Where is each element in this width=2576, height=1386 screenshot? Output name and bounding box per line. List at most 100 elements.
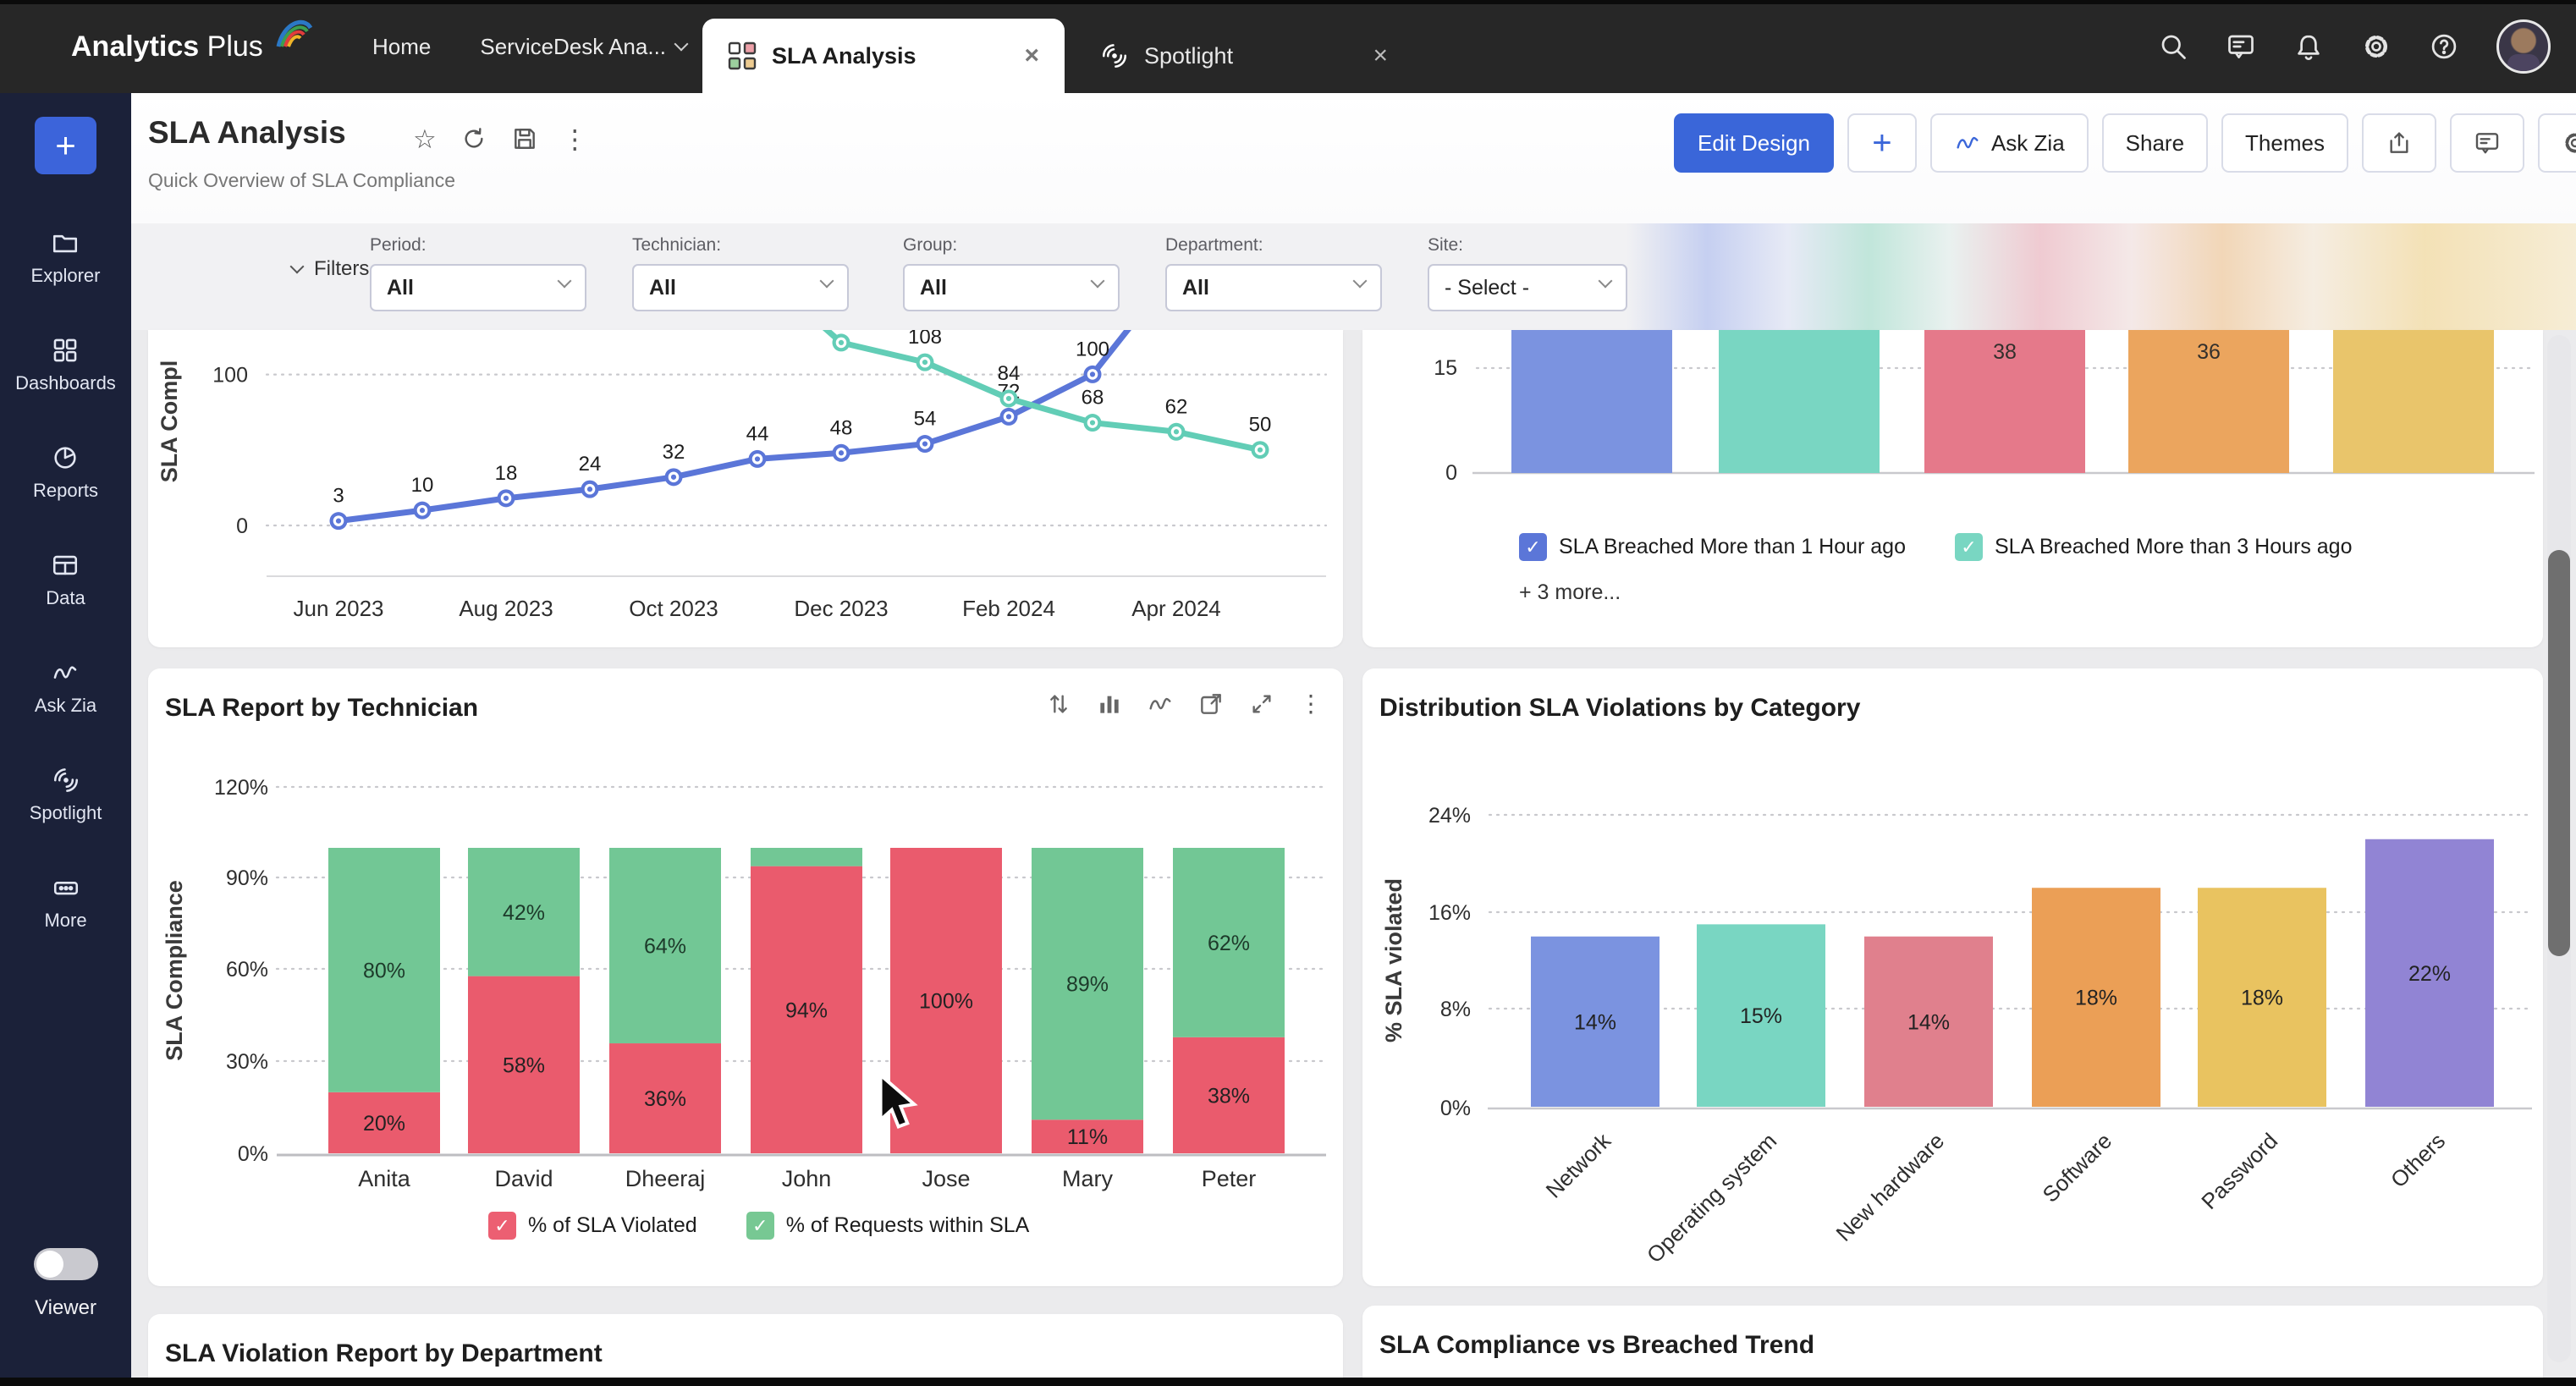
button-label: Themes: [2245, 129, 2325, 156]
filter-select[interactable]: All: [1165, 264, 1382, 311]
viewer-mode-toggle[interactable]: [34, 1248, 98, 1280]
header-actions: Edit Design + Ask Zia Share Themes: [1674, 113, 2576, 173]
close-tab-icon[interactable]: ×: [1024, 41, 1039, 69]
filters-bar: Filters Period: All Technician: All Group: Al…: [131, 223, 2576, 330]
legend-label: % of SLA Violated: [528, 1213, 697, 1237]
ask-zia-button[interactable]: Ask Zia: [1929, 113, 2089, 173]
zia-icon[interactable]: [1147, 690, 1174, 718]
filter-period: Period: All: [370, 235, 586, 311]
settings-button[interactable]: [2537, 113, 2576, 173]
app-logo[interactable]: Analytics Plus: [71, 0, 314, 93]
svg-text:18%: 18%: [2241, 987, 2283, 1010]
kebab-icon[interactable]: ⋮: [1299, 690, 1323, 717]
user-avatar[interactable]: [2496, 19, 2551, 74]
legend-checkbox-icon[interactable]: ✓: [746, 1212, 774, 1240]
save-icon[interactable]: [511, 125, 538, 152]
help-icon[interactable]: [2429, 31, 2459, 62]
nav-item-home[interactable]: Home: [372, 34, 431, 60]
nav-item-servicedesk-ana-[interactable]: ServiceDesk Ana...: [480, 34, 689, 60]
svg-text:60%: 60%: [226, 958, 268, 982]
technician-chart[interactable]: 120% 90% 60% 30% 0% SLA Compliance 20% 80% Anita…: [148, 668, 1343, 1210]
columns-icon[interactable]: [1096, 690, 1123, 718]
tab-spotlight[interactable]: Spotlight ×: [1075, 19, 1413, 93]
card-title: SLA Compliance vs Breached Trend: [1379, 1331, 1815, 1359]
svg-text:11%: 11%: [1067, 1125, 1108, 1149]
share-button[interactable]: Share: [2101, 113, 2209, 173]
svg-text:Peter: Peter: [1202, 1166, 1257, 1191]
folder-icon: [51, 228, 80, 257]
window-bottom-edge: [0, 1378, 2576, 1386]
tab-sla-analysis[interactable]: SLA Analysis ×: [702, 19, 1065, 93]
filter-select[interactable]: All: [632, 264, 849, 311]
themes-button[interactable]: Themes: [2221, 113, 2348, 173]
sla-breached-chart[interactable]: 15 0 38 36: [1362, 325, 2543, 533]
legend-item[interactable]: ✓ % of SLA Violated: [488, 1212, 697, 1240]
sort-icon[interactable]: [1045, 690, 1072, 718]
svg-text:68: 68: [1082, 387, 1104, 410]
filter-select[interactable]: All: [903, 264, 1120, 311]
svg-text:80%: 80%: [363, 959, 405, 982]
filters-toggle[interactable]: Filters: [289, 257, 369, 281]
svg-text:100%: 100%: [919, 990, 973, 1014]
comment-button[interactable]: [2449, 113, 2524, 173]
svg-text:0: 0: [1445, 461, 1457, 485]
legend-checkbox-icon[interactable]: ✓: [1955, 533, 1983, 561]
legend-item[interactable]: ✓ SLA Breached More than 3 Hours ago: [1955, 533, 2353, 561]
refresh-icon[interactable]: [460, 125, 487, 152]
legend-checkbox-icon[interactable]: ✓: [488, 1212, 516, 1240]
create-new-button[interactable]: +: [35, 117, 96, 174]
sidebar-item-ask-zia[interactable]: Ask Zia: [35, 658, 96, 717]
close-tab-icon[interactable]: ×: [1373, 41, 1388, 69]
star-icon[interactable]: ☆: [413, 124, 437, 154]
filter-value: All: [649, 275, 676, 300]
breached-legend: ✓ SLA Breached More than 1 Hour ago ✓ SLA B…: [1519, 533, 2353, 561]
nav-menu: Home ServiceDesk Ana...: [372, 0, 689, 93]
sidebar-item-label: Explorer: [30, 265, 101, 286]
legend-item[interactable]: ✓ SLA Breached More than 1 Hour ago: [1519, 533, 1906, 561]
svg-text:42%: 42%: [503, 901, 545, 925]
nav-tabs: SLA Analysis × Spotlight ×: [702, 19, 1413, 93]
sidebar-item-dashboards[interactable]: Dashboards: [15, 336, 116, 394]
legend-more-link[interactable]: + 3 more...: [1519, 580, 1621, 604]
open-icon[interactable]: [1197, 690, 1225, 718]
svg-text:58%: 58%: [503, 1053, 545, 1077]
legend-label: SLA Breached More than 3 Hours ago: [1995, 535, 2353, 558]
sidebar-item-label: Ask Zia: [34, 695, 97, 716]
svg-text:36: 36: [2197, 340, 2221, 364]
sidebar-item-spotlight[interactable]: Spotlight: [30, 766, 102, 824]
sidebar-item-data[interactable]: Data: [46, 551, 85, 609]
scrollbar-thumb[interactable]: [2548, 550, 2570, 956]
add-report-button[interactable]: +: [1847, 113, 1917, 173]
settings-icon[interactable]: [2361, 31, 2392, 62]
filter-select[interactable]: - Select -: [1428, 264, 1627, 311]
sidebar-item-reports[interactable]: Reports: [33, 443, 98, 502]
edit-design-button[interactable]: Edit Design: [1674, 113, 1834, 173]
notifications-icon[interactable]: [2293, 31, 2324, 62]
legend-checkbox-icon[interactable]: ✓: [1519, 533, 1547, 561]
svg-text:New hardware: New hardware: [1830, 1128, 1949, 1246]
filter-select[interactable]: All: [370, 264, 586, 311]
category-chart[interactable]: 24% 16% 8% 0% % SLA violated 14% Network 15% Ope…: [1362, 668, 2543, 1286]
card-title: Distribution SLA Violations by Category: [1379, 694, 1861, 722]
feedback-icon[interactable]: [2226, 31, 2256, 62]
svg-text:Others: Others: [2386, 1128, 2450, 1192]
sidebar-item-more[interactable]: More: [44, 873, 87, 932]
zia-icon: [51, 658, 80, 687]
card-compliance-vs-breached: SLA Compliance vs Breached Trend: [1362, 1306, 2543, 1386]
page-title: SLA Analysis: [148, 115, 346, 150]
kebab-icon[interactable]: ⋮: [561, 124, 588, 154]
svg-text:38%: 38%: [1208, 1084, 1250, 1108]
export-button[interactable]: [2361, 113, 2436, 173]
svg-text:15%: 15%: [1740, 1004, 1782, 1028]
svg-text:84: 84: [998, 362, 1021, 385]
sla-trend-chart[interactable]: 100 0 Jun 2023 Aug 2023 Oct 2023 Dec 2023 Feb …: [148, 265, 1343, 647]
sidebar-item-explorer[interactable]: Explorer: [30, 228, 101, 287]
svg-text:Software: Software: [2037, 1128, 2116, 1207]
svg-text:18%: 18%: [2075, 987, 2117, 1010]
legend-item[interactable]: ✓ % of Requests within SLA: [746, 1212, 1029, 1240]
settings-icon: [2562, 129, 2576, 157]
svg-text:14%: 14%: [1907, 1010, 1950, 1034]
search-icon[interactable]: [2158, 31, 2188, 62]
expand-icon[interactable]: [1248, 690, 1275, 718]
svg-text:89%: 89%: [1066, 973, 1109, 997]
